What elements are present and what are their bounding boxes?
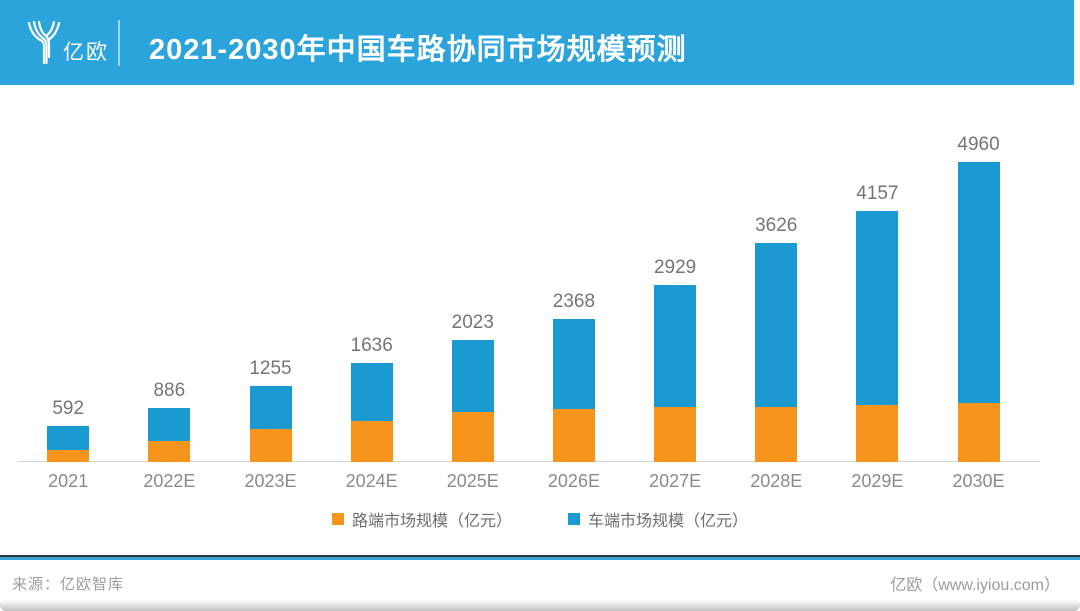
bar-segment-vehicle	[755, 242, 798, 407]
x-axis-label: 2025E	[446, 471, 499, 491]
bar-segment-roadside	[755, 406, 798, 462]
brand-text: 亿欧（www.iyiou.com）	[890, 577, 1060, 594]
bar-value-label: 2023	[451, 311, 494, 333]
bar-segment-roadside	[451, 412, 494, 462]
bar-value-label: 2368	[552, 290, 596, 312]
bar-value-label: 886	[153, 380, 186, 402]
bar-segment-roadside	[552, 408, 595, 462]
bar-segment-vehicle	[451, 339, 494, 413]
x-axis-label: 2021	[48, 471, 89, 491]
bar-value-label: 1255	[249, 358, 292, 380]
bar-value-label: 1636	[350, 335, 393, 357]
legend-swatch-icon	[331, 513, 344, 525]
bar-segment-vehicle	[350, 363, 393, 422]
x-axis-label: 2028E	[750, 471, 803, 491]
bar-segment-vehicle	[148, 408, 191, 442]
x-axis-label: 2023E	[244, 471, 297, 491]
x-axis-label: 2029E	[851, 471, 904, 491]
bar-value-label: 592	[52, 398, 85, 420]
bar-segment-roadside	[654, 407, 697, 462]
bar-segment-vehicle	[654, 284, 697, 408]
legend-item: 路端市场规模（亿元）	[331, 507, 512, 531]
legend-label: 路端市场规模（亿元）	[351, 513, 512, 530]
x-axis-label: 2027E	[649, 471, 702, 491]
header-divider	[118, 20, 120, 66]
bar-value-label: 2929	[653, 256, 697, 278]
bar-segment-roadside	[148, 441, 191, 462]
x-axis-label: 2030E	[952, 471, 1005, 491]
legend-swatch-icon	[568, 513, 580, 525]
bar-segment-vehicle	[47, 426, 90, 450]
bar-segment-roadside	[856, 404, 899, 462]
header-banner: 亿欧 2021-2030年中国车路协同市场规模预测	[0, 0, 1074, 85]
legend-item: 车端市场规模（亿元）	[568, 507, 748, 531]
chart-legend: 路端市场规模（亿元） 车端市场规模（亿元）	[0, 507, 1080, 531]
bar-value-label: 4960	[957, 134, 1000, 155]
x-axis-label: 2024E	[345, 471, 398, 491]
eo-logo-icon	[27, 21, 61, 65]
bar-value-label: 3626	[755, 214, 798, 236]
x-axis-label: 2026E	[547, 471, 600, 491]
bar-segment-roadside	[957, 403, 1000, 462]
page-title: 2021-2030年中国车路协同市场规模预测	[149, 34, 687, 66]
footer-separator-blue	[0, 557, 1080, 560]
bar-segment-roadside	[249, 429, 292, 462]
bar-segment-vehicle	[249, 386, 292, 430]
bar-segment-vehicle	[957, 162, 1000, 404]
bar-segment-roadside	[350, 421, 393, 462]
bar-segment-vehicle	[856, 210, 899, 405]
x-axis-line	[18, 461, 1040, 462]
bottom-shadow	[0, 600, 1080, 611]
legend-label: 车端市场规模（亿元）	[588, 513, 749, 530]
bar-segment-vehicle	[552, 318, 595, 409]
footer-separator-dark	[0, 555, 1080, 557]
x-axis-label: 2022E	[143, 471, 196, 491]
bar-value-label: 4157	[856, 182, 899, 204]
bar-segment-roadside	[47, 449, 90, 462]
source-text: 来源：亿欧智库	[12, 576, 125, 593]
eo-logo-text: 亿欧	[63, 41, 109, 64]
